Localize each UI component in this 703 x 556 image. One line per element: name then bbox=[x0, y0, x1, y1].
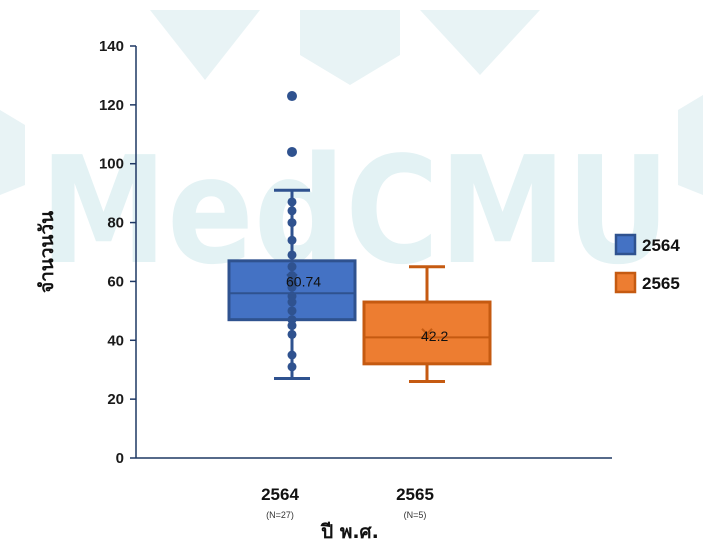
x-category-label: 2564 bbox=[261, 485, 299, 504]
data-point bbox=[287, 235, 297, 245]
data-point bbox=[287, 250, 297, 260]
y-tick-label: 60 bbox=[107, 273, 124, 290]
data-point bbox=[287, 197, 297, 207]
plot: 60.74 2564 (N=27) 42.2 2565 (N=5) bbox=[227, 91, 492, 520]
watermark-shape-far-left bbox=[0, 110, 25, 195]
y-tick-label: 120 bbox=[99, 97, 124, 114]
mean-marker bbox=[286, 273, 298, 285]
legend-label: 2565 bbox=[642, 274, 680, 293]
mean-value-label: 42.2 bbox=[421, 328, 448, 344]
data-point bbox=[287, 321, 297, 331]
x-axis-title: ปี พ.ศ. bbox=[320, 521, 378, 543]
y-tick-label: 100 bbox=[99, 156, 124, 173]
data-point bbox=[287, 306, 297, 316]
watermark-shape-far-right bbox=[678, 95, 703, 195]
legend: 2564 2565 bbox=[614, 233, 680, 294]
box-2564: 60.74 2564 (N=27) bbox=[227, 91, 357, 520]
data-point bbox=[287, 206, 297, 216]
watermark-shape-center bbox=[300, 10, 400, 85]
y-tick-label: 80 bbox=[107, 215, 124, 232]
outlier-point bbox=[287, 91, 297, 102]
watermark-shape-right bbox=[420, 10, 540, 75]
data-point bbox=[287, 350, 297, 360]
data-point bbox=[287, 262, 297, 272]
x-category-n-label: (N=5) bbox=[404, 510, 427, 520]
y-tick-label: 40 bbox=[107, 332, 124, 349]
legend-swatch bbox=[614, 233, 637, 256]
mean-marker bbox=[421, 328, 433, 340]
legend-item-2564: 2564 bbox=[614, 233, 680, 256]
watermark-shape-left bbox=[150, 10, 260, 80]
legend-item-2565: 2565 bbox=[614, 271, 680, 294]
data-point bbox=[287, 329, 297, 339]
data-point bbox=[287, 282, 297, 292]
y-tick-label: 140 bbox=[99, 38, 124, 55]
mean-value-label: 60.74 bbox=[286, 273, 321, 289]
y-axis-title: จำนวนวัน bbox=[36, 211, 58, 293]
x-category-label: 2565 bbox=[396, 485, 434, 504]
data-point bbox=[287, 297, 297, 307]
x-category-n-label: (N=27) bbox=[266, 510, 294, 520]
data-point bbox=[287, 218, 297, 228]
data-point bbox=[287, 362, 297, 372]
legend-label: 2564 bbox=[642, 236, 680, 255]
legend-swatch bbox=[614, 271, 637, 294]
axes: 0 20 40 60 80 100 120 140 bbox=[99, 38, 612, 467]
y-tick-label: 0 bbox=[116, 450, 124, 467]
outlier-point bbox=[287, 146, 297, 157]
box-2565: 42.2 2565 (N=5) bbox=[362, 265, 492, 520]
y-tick-label: 20 bbox=[107, 391, 124, 408]
